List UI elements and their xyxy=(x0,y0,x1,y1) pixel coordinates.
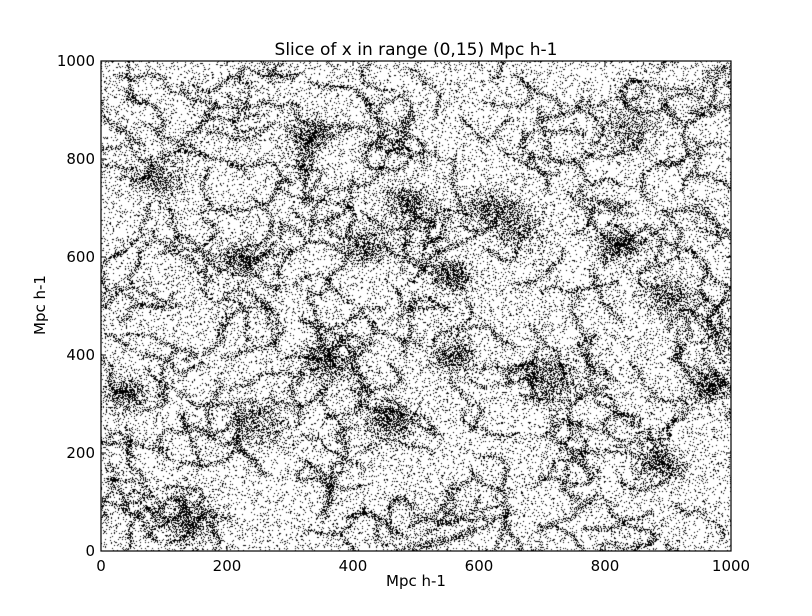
x-axis-label: Mpc h-1 xyxy=(386,572,446,590)
chart-title: Slice of x in range (0,15) Mpc h-1 xyxy=(275,40,558,60)
x-tick-label: 600 xyxy=(465,557,494,575)
y-tick-label: 200 xyxy=(66,444,95,462)
scatter-points-raster xyxy=(101,61,731,551)
y-tick-label: 0 xyxy=(85,542,95,560)
y-tick-label: 600 xyxy=(66,248,95,266)
x-axis: 0 200 400 600 800 1000 xyxy=(96,61,750,575)
plot-frame xyxy=(100,60,732,552)
x-tick-label: 200 xyxy=(213,557,242,575)
x-tick-label: 400 xyxy=(339,557,368,575)
y-tick-label: 800 xyxy=(66,150,95,168)
y-axis: 0 200 400 600 800 1000 xyxy=(57,52,731,560)
x-tick-label: 1000 xyxy=(712,557,750,575)
y-tick-label: 1000 xyxy=(57,52,95,70)
y-tick-label: 400 xyxy=(66,346,95,364)
x-tick-label: 800 xyxy=(591,557,620,575)
x-tick-label: 0 xyxy=(96,557,106,575)
y-axis-label: Mpc h-1 xyxy=(31,275,49,335)
data-points xyxy=(101,61,731,551)
